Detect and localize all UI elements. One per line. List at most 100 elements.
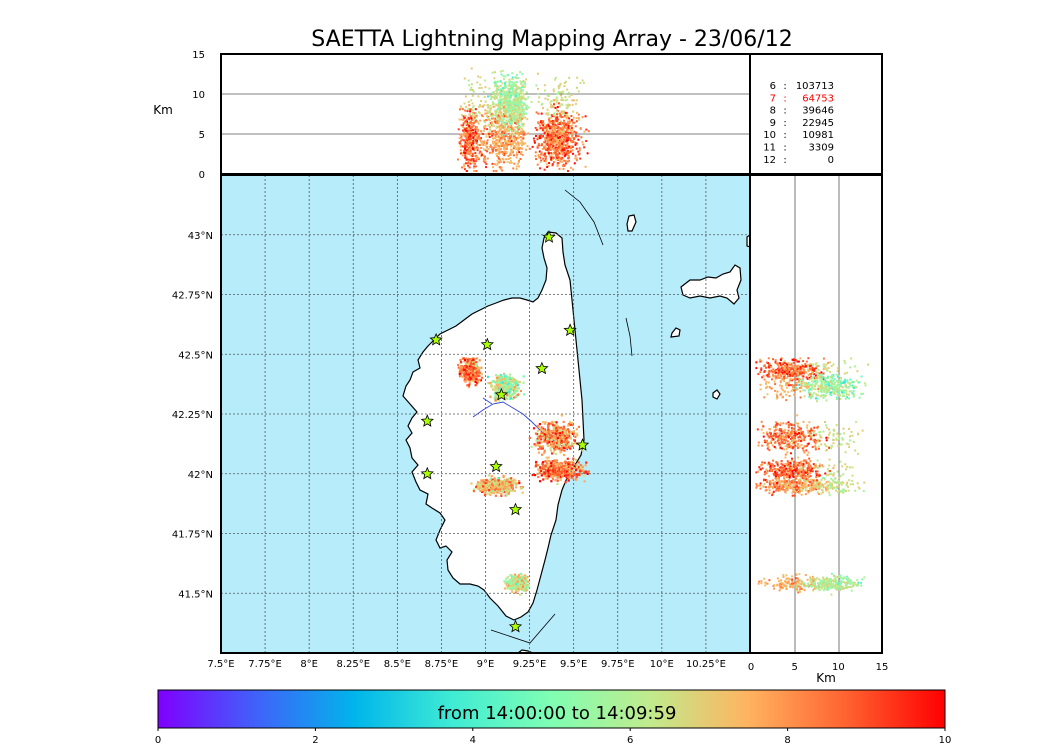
flash-point bbox=[477, 95, 480, 98]
flash-point bbox=[501, 144, 504, 147]
flash-point bbox=[811, 363, 814, 366]
station-count-value: 3309 bbox=[809, 143, 834, 154]
flash-point bbox=[566, 145, 568, 148]
flash-point bbox=[494, 119, 497, 122]
flash-point bbox=[488, 151, 491, 154]
flash-point bbox=[511, 121, 513, 124]
flash-point bbox=[553, 474, 556, 477]
flash-point bbox=[511, 106, 514, 109]
flash-point bbox=[538, 144, 541, 147]
flash-point bbox=[521, 153, 524, 156]
flash-point bbox=[535, 439, 538, 442]
flash-point bbox=[776, 374, 779, 377]
flash-point bbox=[516, 88, 519, 91]
flash-point bbox=[768, 375, 771, 378]
flash-point bbox=[463, 375, 466, 378]
flash-point bbox=[547, 146, 550, 148]
flash-point bbox=[559, 144, 562, 147]
flash-point bbox=[525, 112, 528, 115]
flash-point bbox=[499, 167, 502, 170]
flash-point bbox=[500, 484, 503, 487]
flash-point bbox=[575, 117, 578, 120]
map-y-tick-label: 42.5°N bbox=[178, 350, 213, 361]
flash-point bbox=[516, 136, 519, 139]
flash-point bbox=[517, 122, 520, 125]
map-y-tick-label: 42°N bbox=[188, 470, 213, 481]
flash-point bbox=[492, 95, 495, 98]
flash-point bbox=[558, 145, 560, 148]
flash-point bbox=[459, 359, 462, 362]
flash-point bbox=[509, 157, 512, 160]
flash-point bbox=[495, 131, 497, 134]
flash-point bbox=[559, 478, 562, 481]
flash-point bbox=[558, 429, 561, 432]
flash-point bbox=[501, 136, 504, 139]
flash-point bbox=[469, 110, 472, 113]
flash-point bbox=[578, 118, 581, 121]
flash-point bbox=[570, 464, 573, 468]
flash-point bbox=[542, 472, 545, 475]
flash-point bbox=[570, 472, 574, 475]
flash-point bbox=[501, 82, 504, 85]
flash-point bbox=[463, 168, 466, 171]
flash-point bbox=[569, 138, 571, 141]
flash-point bbox=[567, 131, 570, 134]
flash-point bbox=[487, 382, 490, 385]
flash-point bbox=[535, 135, 537, 137]
flash-point bbox=[463, 372, 466, 375]
flash-point bbox=[493, 142, 496, 145]
flash-point bbox=[518, 151, 521, 154]
flash-point bbox=[795, 378, 798, 381]
flash-point bbox=[559, 129, 562, 132]
flash-point bbox=[572, 152, 574, 155]
flash-point bbox=[457, 128, 460, 131]
flash-point bbox=[537, 153, 540, 156]
flash-point bbox=[563, 468, 566, 471]
flash-point bbox=[499, 373, 502, 377]
flash-point bbox=[552, 132, 555, 135]
flash-point bbox=[507, 102, 510, 105]
flash-point bbox=[520, 581, 523, 584]
flash-point bbox=[512, 87, 514, 90]
flash-point bbox=[538, 438, 541, 442]
flash-point bbox=[552, 467, 555, 470]
flash-point bbox=[560, 468, 563, 471]
flash-point bbox=[822, 357, 825, 360]
flash-point bbox=[537, 121, 540, 124]
flash-point bbox=[475, 357, 478, 360]
flash-point bbox=[556, 482, 559, 485]
flash-point bbox=[543, 435, 546, 438]
flash-point bbox=[780, 367, 783, 370]
flash-point bbox=[568, 159, 571, 162]
flash-point bbox=[519, 593, 522, 596]
flash-point bbox=[509, 377, 512, 380]
flash-point bbox=[559, 91, 562, 94]
flash-point bbox=[552, 427, 555, 430]
flash-point bbox=[547, 426, 550, 429]
flash-point bbox=[510, 104, 512, 107]
flash-point bbox=[500, 124, 503, 127]
flash-point bbox=[562, 446, 566, 449]
flash-point bbox=[540, 438, 543, 441]
flash-point bbox=[573, 439, 576, 442]
station-marker bbox=[489, 459, 503, 473]
flash-point bbox=[548, 141, 551, 143]
flash-point bbox=[504, 126, 507, 129]
flash-point bbox=[542, 124, 545, 127]
flash-point bbox=[536, 138, 539, 141]
flash-point bbox=[495, 89, 498, 92]
flash-point bbox=[824, 367, 827, 370]
flash-point bbox=[469, 147, 472, 150]
flash-point bbox=[467, 363, 470, 366]
flash-point bbox=[807, 357, 810, 360]
flash-point bbox=[510, 117, 513, 120]
flash-point bbox=[544, 474, 547, 477]
flash-point bbox=[812, 370, 815, 372]
flash-point bbox=[555, 429, 558, 432]
flash-point bbox=[499, 384, 502, 387]
flash-point bbox=[499, 98, 502, 101]
flash-point bbox=[790, 363, 793, 366]
flash-point bbox=[545, 456, 548, 459]
flash-point bbox=[571, 469, 574, 472]
flash-point bbox=[496, 120, 499, 123]
